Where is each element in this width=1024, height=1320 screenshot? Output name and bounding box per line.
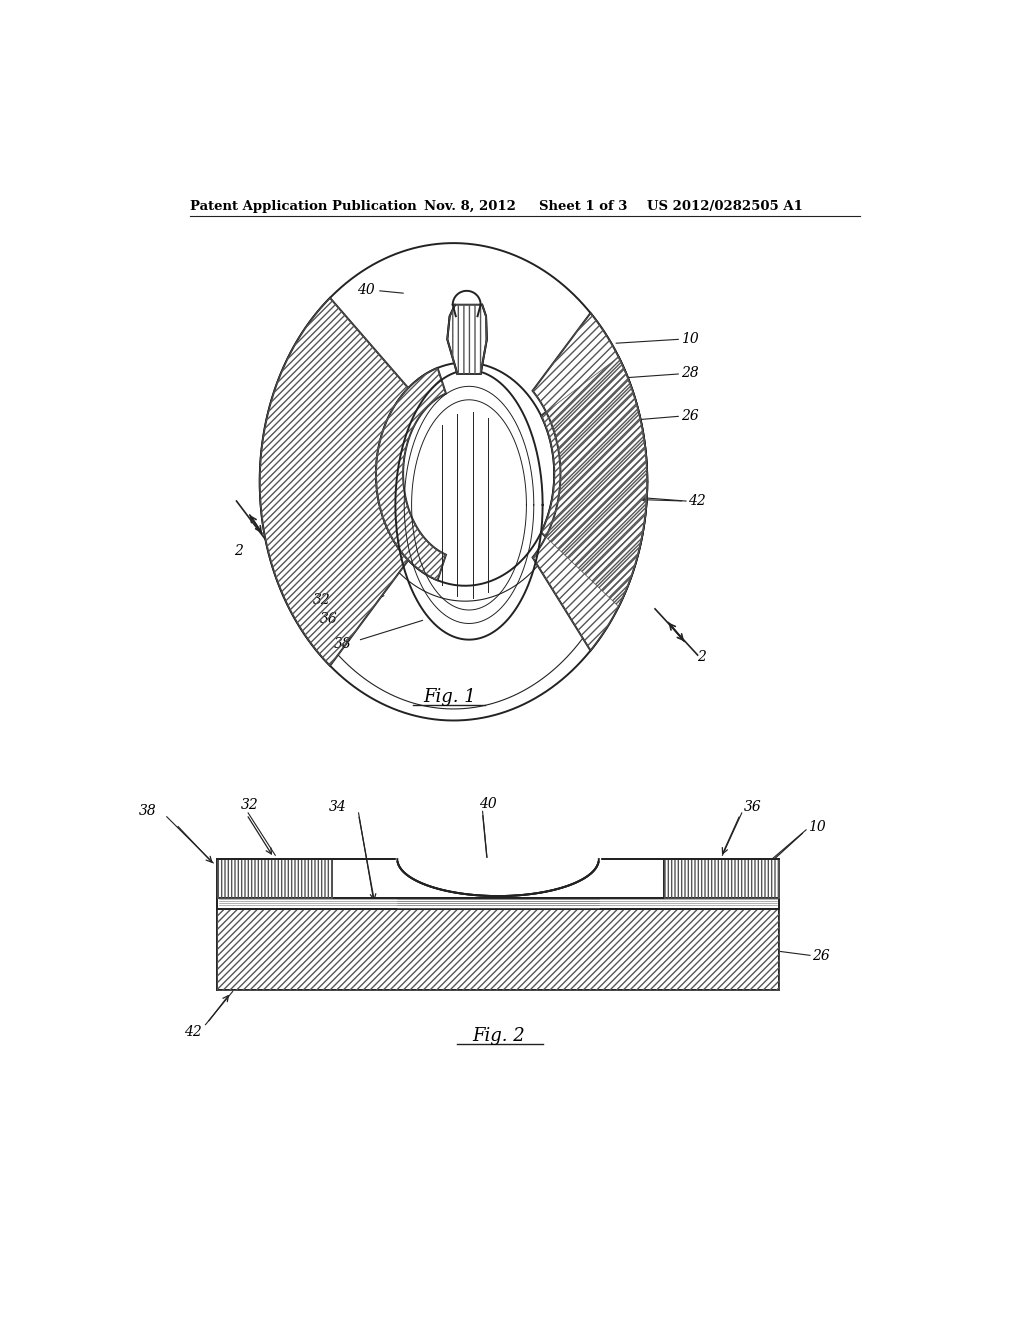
Polygon shape	[376, 368, 446, 581]
Polygon shape	[665, 859, 779, 898]
Text: 10: 10	[809, 820, 826, 834]
Text: 42: 42	[184, 1026, 202, 1039]
Polygon shape	[541, 356, 647, 607]
Text: Patent Application Publication: Patent Application Publication	[190, 199, 417, 213]
Polygon shape	[217, 898, 779, 909]
Text: 42: 42	[687, 494, 706, 508]
Text: 40: 40	[478, 797, 497, 810]
Polygon shape	[532, 313, 647, 651]
Text: 10: 10	[681, 331, 698, 346]
Text: 32: 32	[241, 799, 258, 812]
Text: 36: 36	[321, 612, 338, 626]
Text: Sheet 1 of 3: Sheet 1 of 3	[539, 199, 627, 213]
Polygon shape	[397, 859, 599, 896]
Text: 40: 40	[357, 282, 375, 297]
Text: Fig. 2: Fig. 2	[472, 1027, 525, 1045]
Text: 34: 34	[329, 800, 347, 813]
Text: 38: 38	[334, 636, 352, 651]
Text: US 2012/0282505 A1: US 2012/0282505 A1	[647, 199, 803, 213]
Text: Fig. 1: Fig. 1	[423, 689, 476, 706]
Text: 32: 32	[312, 593, 330, 607]
Polygon shape	[217, 898, 779, 990]
Text: 2: 2	[234, 544, 244, 558]
Text: 38: 38	[139, 804, 157, 818]
Text: 26: 26	[812, 949, 830, 964]
Text: 28: 28	[681, 366, 698, 380]
Text: 2: 2	[697, 651, 706, 664]
Text: 26: 26	[681, 409, 698, 422]
Text: Nov. 8, 2012: Nov. 8, 2012	[424, 199, 516, 213]
Polygon shape	[217, 859, 332, 898]
Text: 36: 36	[743, 800, 761, 813]
Polygon shape	[447, 305, 486, 374]
Polygon shape	[260, 298, 409, 665]
